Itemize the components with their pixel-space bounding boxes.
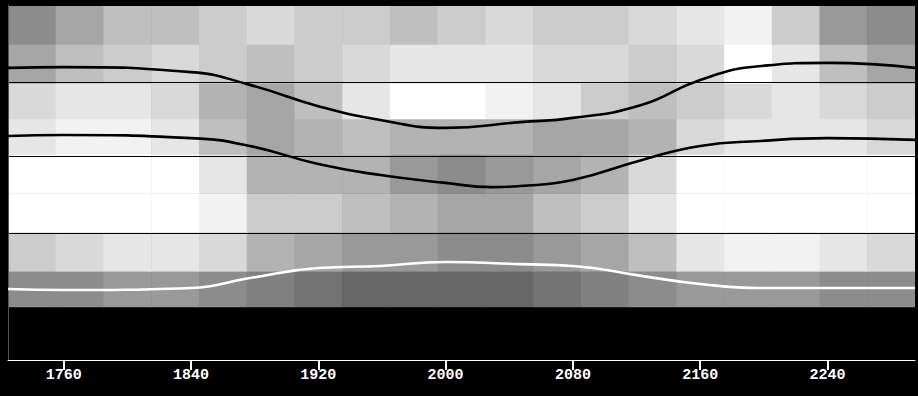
svg-text:1840: 1840	[173, 367, 209, 384]
svg-text:1920: 1920	[300, 367, 336, 384]
svg-text:2240: 2240	[809, 367, 845, 384]
svg-text:2080: 2080	[555, 367, 591, 384]
svg-text:1760: 1760	[46, 367, 82, 384]
svg-text:2000: 2000	[428, 367, 464, 384]
svg-text:2160: 2160	[682, 367, 718, 384]
